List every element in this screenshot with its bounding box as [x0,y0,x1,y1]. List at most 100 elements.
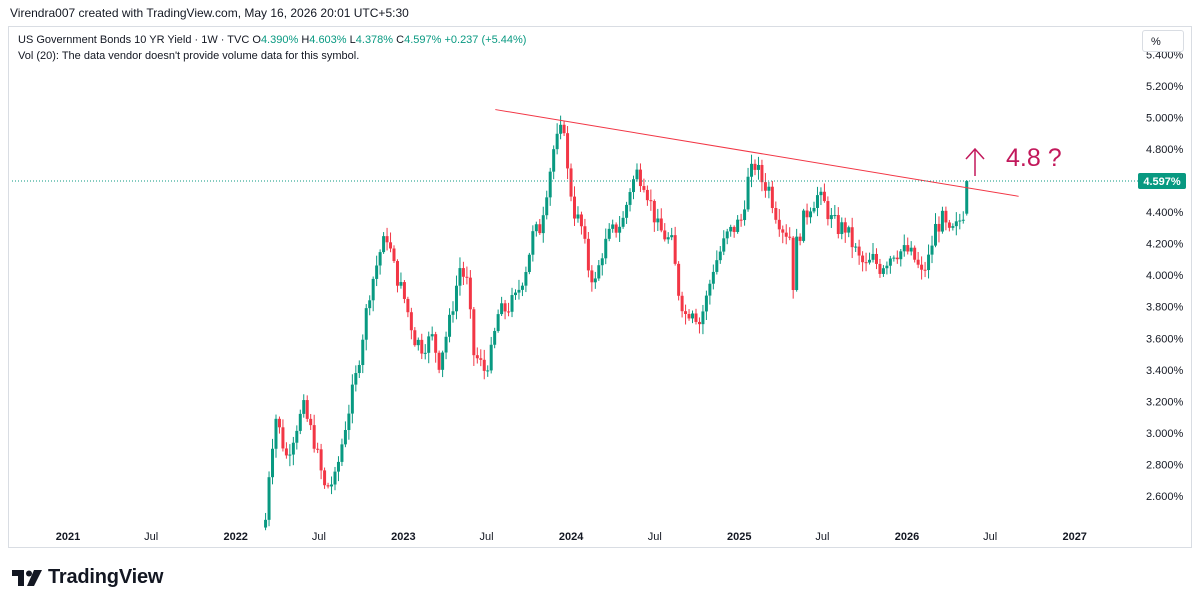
candle-body [895,257,899,260]
y-tick-label: 2.800% [1146,459,1184,471]
candle-body [847,227,851,233]
candle-body [694,313,698,322]
candle-body [517,289,521,293]
candle-body [336,461,340,472]
candle-body [402,282,406,299]
candle-body [944,210,948,223]
candle-body [364,308,368,340]
candle-body [729,226,733,232]
candle-body [531,231,535,255]
candle-body [711,271,715,284]
candle-body [958,220,962,222]
candle-body [906,245,910,252]
tradingview-logo-icon [12,569,42,586]
y-tick-label: 4.400% [1146,207,1184,219]
close-value: 4.597% [404,34,442,46]
candle-body [409,312,413,331]
y-tick-label: 3.400% [1146,365,1184,377]
candle-body [513,292,517,296]
chart-frame [8,26,1192,548]
candle-body [812,207,816,212]
candle-body [461,268,465,277]
y-axis: 2.600% 2.800% 3.000% 3.200% 3.400% 3.600% 3.80… [1146,49,1184,503]
candle-body [708,283,712,296]
candle-body [670,235,674,238]
candle-body [392,248,396,262]
candle-body [805,210,809,218]
x-tick-label: Jul [815,531,829,543]
candle-body [857,246,861,256]
candle-body [399,282,403,286]
candle-body [552,149,556,172]
symbol-name: US Government Bonds 10 YR Yield · 1W · T… [18,34,250,46]
candle-body [277,418,281,428]
candle-body [760,164,764,183]
candle-body [809,211,813,218]
candle-body [347,413,351,431]
candle-body [312,425,316,449]
low-value: 4.378% [355,34,394,46]
candle-body [559,124,563,134]
candle-body [583,226,587,239]
candle-body [475,355,479,359]
candle-body [947,222,951,228]
candle-body [722,238,726,252]
candle-body [458,268,462,286]
x-tick-label: Jul [144,531,158,543]
candle-body [371,278,375,301]
candle-body [607,228,611,239]
candle-body [545,197,549,216]
candle-body [788,236,792,238]
candle-body [416,339,420,346]
y-tick-label: 4.800% [1146,144,1184,156]
candle-body [663,230,667,240]
candle-body [652,200,656,223]
candle-body [437,352,441,370]
candle-body [878,263,882,274]
candle-body [836,215,840,235]
candle-body [486,370,490,372]
x-tick-label: 2026 [895,531,919,543]
candle-body [871,253,875,260]
candle-body [482,359,486,371]
candle-body [642,186,646,190]
candle-body [673,235,677,264]
candle-body [448,314,452,337]
candle-body [500,303,504,315]
candle-body [395,261,399,286]
candle-body [264,519,268,528]
candle-body [927,254,931,271]
candle-body [472,309,476,356]
candle-body [902,245,906,252]
y-tick-label: 4.000% [1146,270,1184,282]
candle-body [930,245,934,255]
percent-scale-button[interactable]: % [1142,30,1184,52]
open-label: O [252,34,261,46]
low-label: L [349,34,356,46]
candle-body [319,449,323,471]
candle-body [323,470,327,486]
tradingview-brand: TradingView [48,566,164,588]
candle-body [604,238,608,259]
candle-body [468,277,472,310]
x-tick-label: 2025 [727,531,751,543]
candle-body [489,344,493,371]
candle-body [940,210,944,232]
candle-body [625,204,629,218]
candle-body [677,263,681,296]
y-tick-label: 5.400% [1146,49,1184,61]
annotation-text: 4.8 ? [1006,144,1062,172]
candle-body [357,365,361,374]
close-label: C [396,34,405,46]
candle-body [802,210,806,241]
candle-body [465,276,469,278]
candle-body [829,215,833,220]
candle-body [510,295,514,312]
candle-body [375,265,379,279]
candle-body [763,182,767,191]
y-tick-label: 3.200% [1146,396,1184,408]
candle-body [479,358,483,360]
y-tick-label: 3.800% [1146,302,1184,314]
x-tick-label: 2027 [1062,531,1086,543]
